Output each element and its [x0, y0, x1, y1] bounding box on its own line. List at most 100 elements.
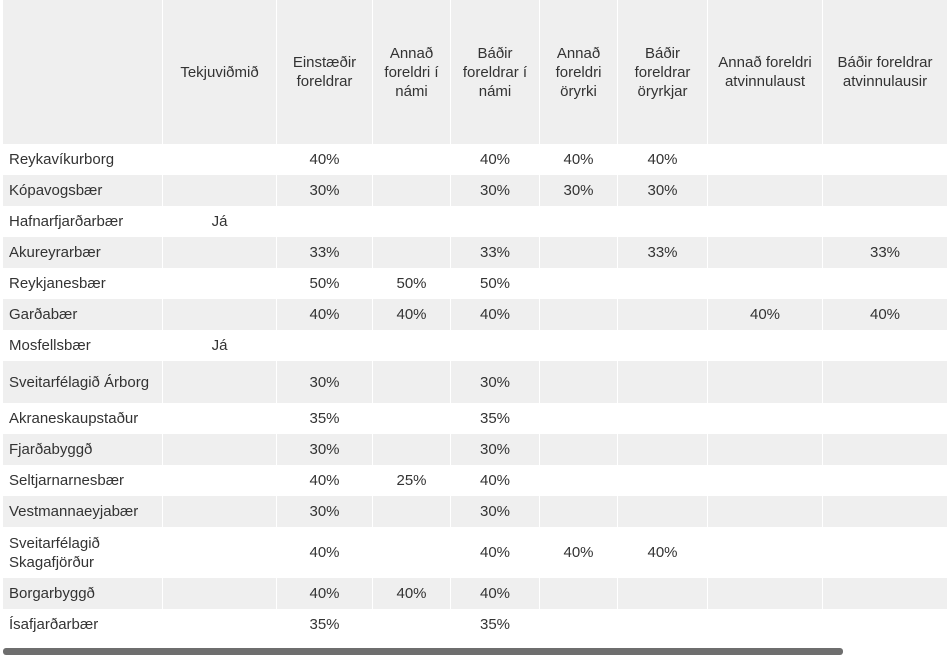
column-header-one-parent-unemployed: Annað foreldri atvinnulaust [708, 0, 823, 144]
table-cell: 50% [277, 268, 373, 299]
municipality-name-cell: Reykjanesbær [3, 268, 163, 299]
municipality-name-cell: Sveitarfélagið Árborg [3, 361, 163, 403]
table-cell: 30% [451, 496, 540, 527]
table-cell [540, 578, 618, 609]
table-cell: 25% [373, 465, 451, 496]
table-cell [823, 527, 947, 578]
table-row: Ísafjarðarbær 35% 35% [3, 609, 947, 640]
table-cell [708, 496, 823, 527]
table-cell: Já [163, 206, 277, 237]
municipality-name-cell: Fjarðabyggð [3, 434, 163, 465]
table-cell [823, 434, 947, 465]
table-row: Seltjarnarnesbær 40% 25% 40% [3, 465, 947, 496]
table-cell: 30% [277, 361, 373, 403]
table-cell: 40% [277, 299, 373, 330]
table-row: Fjarðabyggð 30% 30% [3, 434, 947, 465]
table-cell: 40% [451, 299, 540, 330]
table-cell: 30% [451, 175, 540, 206]
municipality-name-cell: Sveitarfélagið Skagafjörður [3, 527, 163, 578]
municipality-name-cell: Seltjarnarnesbær [3, 465, 163, 496]
column-header-one-parent-disabled: Annað foreldri öryrki [540, 0, 618, 144]
table-cell: 30% [451, 361, 540, 403]
table-cell: 40% [277, 578, 373, 609]
column-header-income-criteria: Tekjuviðmið [163, 0, 277, 144]
table-cell: 33% [451, 237, 540, 268]
table-cell [708, 175, 823, 206]
table-cell [540, 434, 618, 465]
table-cell [373, 175, 451, 206]
table-cell [708, 330, 823, 361]
municipality-name-cell: Borgarbyggð [3, 578, 163, 609]
horizontal-scrollbar[interactable] [3, 648, 843, 655]
table-cell [823, 330, 947, 361]
municipality-name-cell: Akraneskaupstaður [3, 403, 163, 434]
table-cell [708, 361, 823, 403]
table-cell [708, 403, 823, 434]
column-header-both-parents-studying: Báðir foreldrar í námi [451, 0, 540, 144]
table-cell [163, 299, 277, 330]
table-cell: 40% [373, 299, 451, 330]
table-cell [708, 465, 823, 496]
table-cell [823, 496, 947, 527]
table-cell [163, 465, 277, 496]
table-cell: 30% [277, 496, 373, 527]
table-cell [618, 361, 708, 403]
column-header-both-parents-unemployed: Báðir foreldrar atvinnulausir [823, 0, 947, 144]
table-cell [163, 609, 277, 640]
table-cell [823, 144, 947, 175]
municipality-name-cell: Reykavíkurborg [3, 144, 163, 175]
table-cell [540, 206, 618, 237]
table-row: Hafnarfjarðarbær Já [3, 206, 947, 237]
table-cell [373, 330, 451, 361]
table-cell [163, 175, 277, 206]
table-cell [163, 403, 277, 434]
table-cell [540, 496, 618, 527]
table-cell: 50% [373, 268, 451, 299]
table-cell: 30% [618, 175, 708, 206]
table-cell: 33% [823, 237, 947, 268]
table-cell [823, 609, 947, 640]
table-cell: 40% [618, 144, 708, 175]
table-cell [373, 527, 451, 578]
table-cell [708, 268, 823, 299]
table-cell: 40% [708, 299, 823, 330]
table-row: Reykjanesbær 50% 50% 50% [3, 268, 947, 299]
table-cell [823, 175, 947, 206]
table-cell: 33% [618, 237, 708, 268]
table-row: Reykavíkurborg 40% 40% 40% 40% [3, 144, 947, 175]
column-header-municipality [3, 0, 163, 144]
table-cell: 40% [277, 465, 373, 496]
table-cell [451, 330, 540, 361]
table-cell: 40% [451, 578, 540, 609]
municipality-name-cell: Hafnarfjarðarbær [3, 206, 163, 237]
table-row: Akureyrarbær 33% 33% 33% 33% [3, 237, 947, 268]
table-cell [823, 578, 947, 609]
table-cell [163, 237, 277, 268]
table-cell [540, 299, 618, 330]
table-cell: 30% [451, 434, 540, 465]
table-cell [373, 434, 451, 465]
table-cell [163, 268, 277, 299]
table-cell: 30% [277, 434, 373, 465]
table-body: Reykavíkurborg 40% 40% 40% 40% Kópavogsbær 30%… [3, 144, 947, 640]
municipality-name-cell: Mosfellsbær [3, 330, 163, 361]
table-cell [618, 268, 708, 299]
table-cell [163, 527, 277, 578]
table-cell [373, 496, 451, 527]
table-row: Mosfellsbær Já [3, 330, 947, 361]
table-cell: 35% [451, 609, 540, 640]
table-cell: 33% [277, 237, 373, 268]
table-cell [540, 361, 618, 403]
table-cell [823, 206, 947, 237]
discount-table: Tekjuviðmið Einstæðir foreldrar Annað fo… [3, 0, 947, 640]
municipality-name-cell: Kópavogsbær [3, 175, 163, 206]
table-header-row: Tekjuviðmið Einstæðir foreldrar Annað fo… [3, 0, 947, 144]
table-cell [618, 330, 708, 361]
municipality-name-cell: Akureyrarbær [3, 237, 163, 268]
table-cell [373, 403, 451, 434]
table-cell: 40% [451, 144, 540, 175]
table-cell [708, 527, 823, 578]
table-cell: 40% [451, 527, 540, 578]
table-row: Akraneskaupstaður 35% 35% [3, 403, 947, 434]
table-cell [451, 206, 540, 237]
